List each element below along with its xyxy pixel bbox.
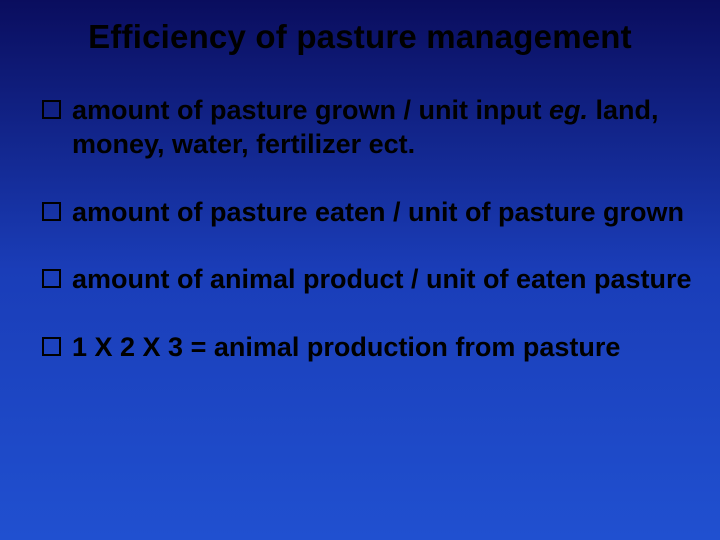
bullet-text: amount of animal product / unit of eaten…: [72, 263, 692, 297]
bullet-item: 1 X 2 X 3 = animal production from pastu…: [28, 331, 692, 365]
bullet-checkbox-icon: [42, 100, 61, 119]
bullet-text: amount of pasture eaten / unit of pastur…: [72, 196, 684, 230]
bullet-checkbox-icon: [42, 337, 61, 356]
bullet-checkbox-icon: [42, 202, 61, 221]
bullet-checkbox-icon: [42, 269, 61, 288]
bullet-list: amount of pasture grown / unit input eg.…: [28, 94, 692, 365]
bullet-item: amount of pasture grown / unit input eg.…: [28, 94, 692, 162]
slide-title: Efficiency of pasture management: [28, 18, 692, 56]
bullet-item: amount of pasture eaten / unit of pastur…: [28, 196, 692, 230]
bullet-item: amount of animal product / unit of eaten…: [28, 263, 692, 297]
bullet-text: 1 X 2 X 3 = animal production from pastu…: [72, 331, 620, 365]
bullet-text: amount of pasture grown / unit input eg.…: [72, 94, 692, 162]
